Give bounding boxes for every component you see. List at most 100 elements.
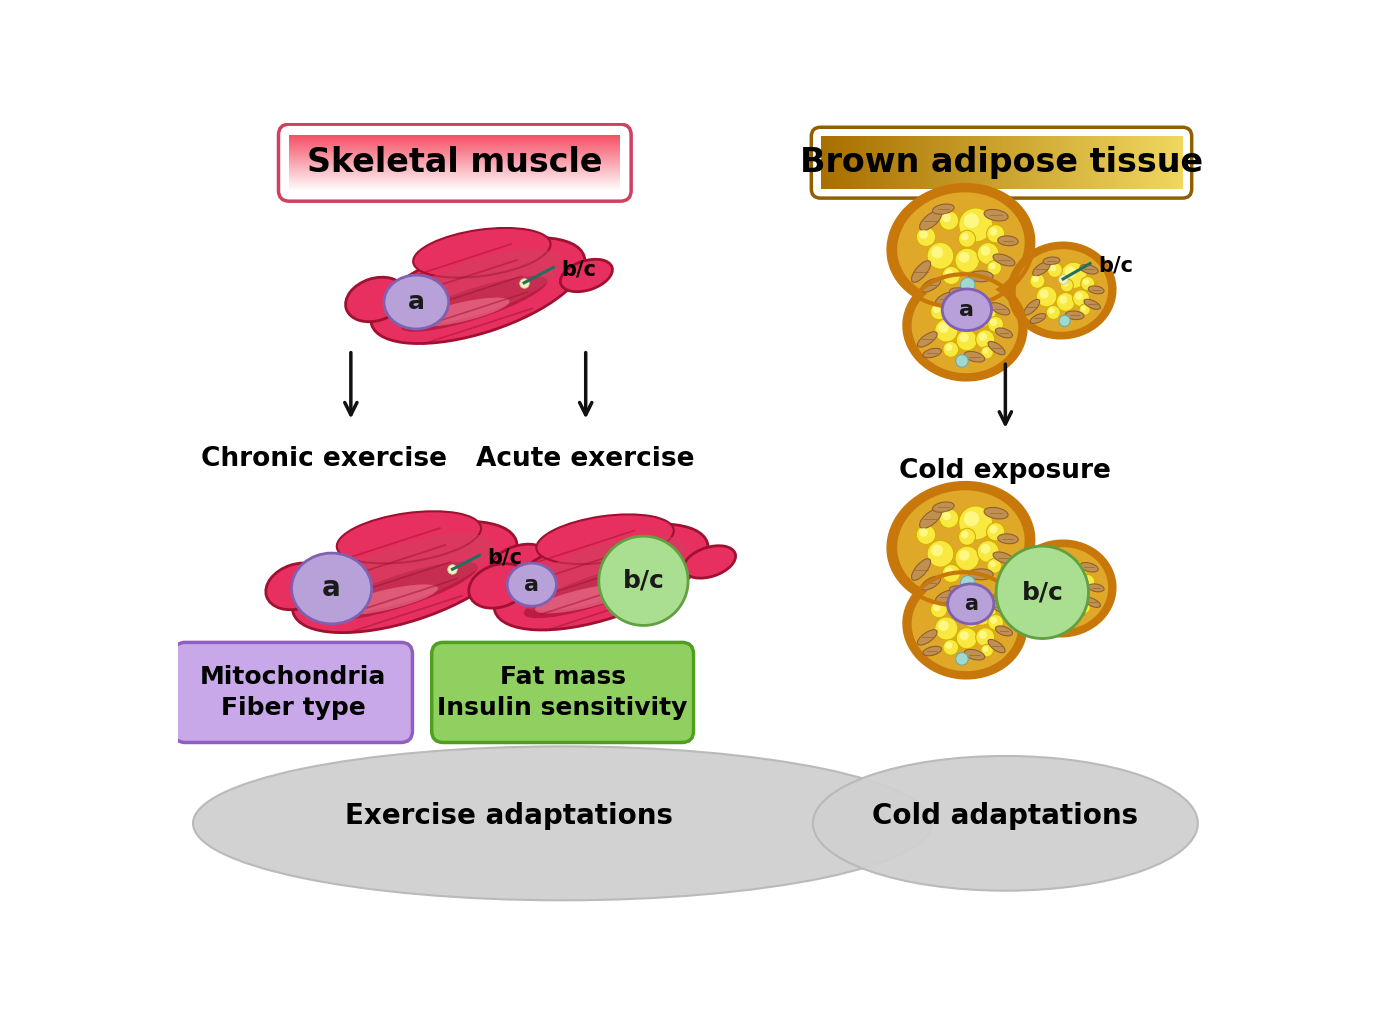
- Circle shape: [960, 333, 970, 342]
- Circle shape: [928, 541, 954, 567]
- Circle shape: [976, 541, 999, 562]
- Circle shape: [956, 248, 979, 273]
- Circle shape: [928, 242, 954, 269]
- Circle shape: [960, 278, 975, 292]
- Ellipse shape: [921, 576, 940, 590]
- FancyBboxPatch shape: [290, 139, 620, 141]
- FancyBboxPatch shape: [825, 137, 830, 189]
- Circle shape: [931, 303, 947, 320]
- FancyBboxPatch shape: [290, 167, 620, 169]
- FancyBboxPatch shape: [290, 179, 620, 180]
- Circle shape: [1049, 308, 1055, 314]
- Circle shape: [1029, 571, 1045, 587]
- FancyBboxPatch shape: [1064, 137, 1070, 189]
- FancyBboxPatch shape: [290, 179, 620, 181]
- Circle shape: [599, 537, 688, 625]
- Circle shape: [933, 306, 940, 313]
- Ellipse shape: [316, 533, 493, 612]
- Circle shape: [1029, 273, 1045, 288]
- FancyBboxPatch shape: [1155, 137, 1160, 189]
- Ellipse shape: [401, 276, 547, 332]
- Circle shape: [956, 653, 968, 665]
- FancyBboxPatch shape: [290, 181, 620, 183]
- Ellipse shape: [935, 590, 957, 604]
- Circle shape: [958, 550, 970, 561]
- Circle shape: [967, 615, 972, 621]
- FancyBboxPatch shape: [290, 161, 620, 164]
- FancyBboxPatch shape: [290, 148, 620, 149]
- Ellipse shape: [469, 563, 529, 608]
- FancyBboxPatch shape: [290, 158, 620, 160]
- FancyBboxPatch shape: [290, 187, 620, 188]
- FancyBboxPatch shape: [1070, 137, 1074, 189]
- Circle shape: [967, 297, 996, 327]
- Circle shape: [953, 593, 970, 609]
- Text: a: a: [322, 574, 341, 603]
- FancyBboxPatch shape: [290, 149, 620, 151]
- Text: Exercise adaptations: Exercise adaptations: [344, 801, 673, 830]
- Ellipse shape: [1066, 609, 1084, 617]
- FancyBboxPatch shape: [1160, 137, 1165, 189]
- Ellipse shape: [517, 536, 685, 610]
- FancyBboxPatch shape: [1028, 137, 1034, 189]
- Ellipse shape: [194, 746, 932, 900]
- FancyBboxPatch shape: [290, 159, 620, 160]
- Ellipse shape: [814, 756, 1198, 891]
- Circle shape: [1060, 560, 1087, 587]
- FancyBboxPatch shape: [290, 173, 620, 174]
- FancyBboxPatch shape: [889, 137, 894, 189]
- Circle shape: [990, 319, 997, 326]
- Ellipse shape: [384, 275, 449, 329]
- Ellipse shape: [911, 559, 931, 580]
- FancyBboxPatch shape: [290, 173, 620, 175]
- Ellipse shape: [1084, 299, 1100, 310]
- Circle shape: [1075, 591, 1082, 598]
- FancyBboxPatch shape: [992, 137, 997, 189]
- FancyBboxPatch shape: [290, 149, 620, 150]
- Circle shape: [978, 631, 988, 639]
- Ellipse shape: [412, 297, 510, 327]
- Circle shape: [943, 640, 958, 655]
- Circle shape: [942, 564, 960, 583]
- Text: a: a: [960, 299, 974, 320]
- FancyBboxPatch shape: [290, 155, 620, 156]
- FancyBboxPatch shape: [290, 184, 620, 185]
- Text: Brown adipose tissue: Brown adipose tissue: [800, 146, 1204, 179]
- Circle shape: [967, 596, 996, 625]
- Ellipse shape: [919, 509, 942, 528]
- FancyBboxPatch shape: [974, 137, 979, 189]
- Ellipse shape: [345, 277, 405, 322]
- Circle shape: [1081, 604, 1087, 609]
- FancyBboxPatch shape: [290, 136, 620, 137]
- Text: a: a: [408, 290, 425, 314]
- Ellipse shape: [1088, 584, 1105, 592]
- FancyBboxPatch shape: [943, 137, 949, 189]
- FancyBboxPatch shape: [290, 150, 620, 151]
- FancyBboxPatch shape: [1096, 137, 1102, 189]
- FancyBboxPatch shape: [983, 137, 989, 189]
- Circle shape: [917, 227, 936, 246]
- Text: Fat mass
Insulin sensitivity: Fat mass Insulin sensitivity: [437, 664, 688, 721]
- FancyBboxPatch shape: [290, 169, 620, 171]
- FancyBboxPatch shape: [1015, 137, 1020, 189]
- FancyBboxPatch shape: [290, 142, 620, 143]
- Circle shape: [981, 246, 990, 256]
- FancyBboxPatch shape: [933, 137, 939, 189]
- FancyBboxPatch shape: [1169, 137, 1174, 189]
- FancyBboxPatch shape: [290, 166, 620, 167]
- Ellipse shape: [492, 544, 546, 578]
- Circle shape: [967, 317, 972, 324]
- FancyBboxPatch shape: [1128, 137, 1134, 189]
- Ellipse shape: [1015, 249, 1109, 332]
- Circle shape: [935, 617, 958, 640]
- Circle shape: [1059, 594, 1067, 602]
- Circle shape: [982, 646, 988, 652]
- Circle shape: [956, 546, 979, 570]
- Ellipse shape: [919, 211, 942, 230]
- Ellipse shape: [990, 601, 1010, 613]
- FancyBboxPatch shape: [290, 183, 620, 184]
- Ellipse shape: [535, 584, 632, 613]
- FancyBboxPatch shape: [290, 147, 620, 149]
- FancyBboxPatch shape: [290, 168, 620, 169]
- Circle shape: [931, 246, 943, 259]
